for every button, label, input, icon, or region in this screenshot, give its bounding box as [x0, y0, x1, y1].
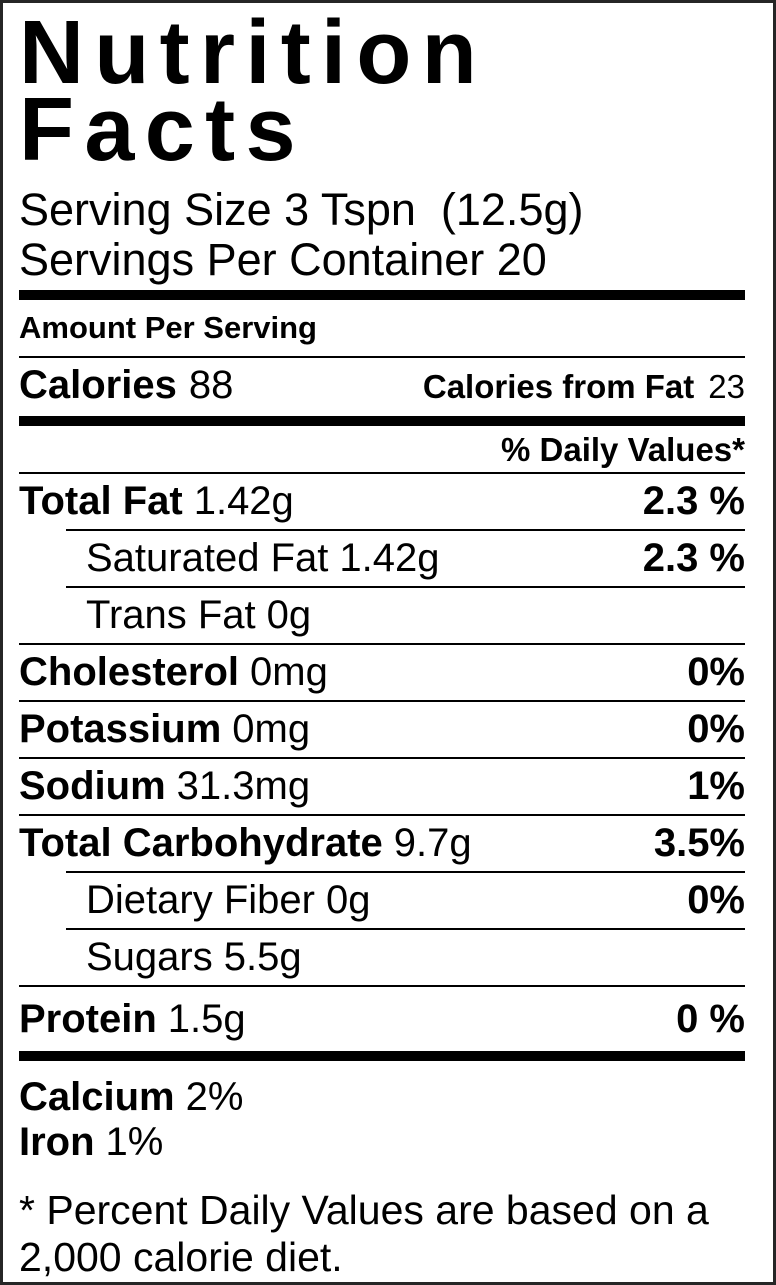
nutrient-label: Total Carbohydrate	[19, 821, 383, 865]
nutrient-amount: 0g	[266, 593, 312, 637]
nutrient-daily-value: 2.3 %	[642, 536, 745, 580]
nutrient-daily-value: 2.3 %	[642, 479, 745, 523]
nutrient-amount: 1.42g	[193, 479, 294, 523]
nutrient-amount: 0g	[325, 878, 371, 922]
nutrient-left: Dietary Fiber 0g	[66, 878, 370, 923]
mineral-value: 2%	[185, 1075, 244, 1119]
nutrient-amount: 9.7g	[393, 821, 472, 865]
calories-from-fat: Calories from Fat 23	[423, 362, 745, 412]
daily-value-footnote: * Percent Daily Values are based on a 2,…	[19, 1187, 721, 1280]
nutrient-amount: 1.5g	[167, 996, 246, 1041]
nutrient-daily-value: 0 %	[676, 996, 745, 1041]
nutrient-amount: 31.3mg	[176, 764, 311, 808]
calories-from-fat-value: 23	[708, 368, 745, 405]
label-title-line2: Facts	[19, 80, 306, 180]
nutrient-label: Protein	[19, 996, 157, 1041]
nutrient-amount: 1.42g	[339, 536, 440, 580]
nutrient-left: Trans Fat 0g	[66, 593, 311, 638]
mineral-label: Iron	[19, 1120, 95, 1164]
nutrient-left: Total Fat 1.42g	[19, 479, 294, 524]
nutrient-label: Sodium	[19, 764, 166, 808]
nutrient-daily-value: 0%	[687, 650, 745, 694]
mineral-label: Calcium	[19, 1075, 175, 1119]
minerals-section: Calcium 2% Iron 1%	[19, 1075, 745, 1165]
nutrient-row-sugars: Sugars 5.5g	[66, 928, 745, 985]
nutrient-left: Saturated Fat 1.42g	[66, 536, 439, 581]
amount-per-serving-header: Amount Per Serving	[19, 300, 745, 356]
nutrient-left: Sodium 31.3mg	[19, 764, 310, 809]
label-title-line1: Nutrition	[19, 3, 488, 103]
nutrient-left: Total Carbohydrate 9.7g	[19, 821, 472, 866]
nutrient-label: Sugars	[86, 935, 213, 979]
nutrient-left: Protein 1.5g	[19, 997, 246, 1042]
calories-row: Calories 88 Calories from Fat 23	[19, 356, 745, 416]
nutrient-row-total-fat: Total Fat 1.42g 2.3 %	[19, 472, 745, 529]
nutrient-daily-value: 0%	[687, 707, 745, 751]
calories-value: 88	[188, 363, 234, 407]
nutrient-label: Dietary Fiber	[86, 878, 315, 922]
nutrient-row-total-carbohydrate: Total Carbohydrate 9.7g 3.5%	[19, 814, 745, 871]
thick-separator-bar	[19, 416, 745, 426]
nutrient-row-cholesterol: Cholesterol 0mg 0%	[19, 643, 745, 700]
nutrient-row-saturated-fat: Saturated Fat 1.42g 2.3 %	[66, 529, 745, 586]
calories-left: Calories 88	[19, 360, 233, 410]
nutrient-label: Trans Fat	[86, 593, 256, 637]
thick-separator-bar	[19, 290, 745, 300]
nutrient-row-sodium: Sodium 31.3mg 1%	[19, 757, 745, 814]
nutrient-daily-value: 3.5%	[653, 821, 745, 865]
nutrient-row-protein: Protein 1.5g 0 %	[19, 985, 745, 1051]
nutrient-row-dietary-fiber: Dietary Fiber 0g 0%	[66, 871, 745, 928]
nutrient-daily-value: 1%	[687, 764, 745, 808]
nutrient-daily-value: 0%	[687, 878, 745, 922]
calories-label: Calories	[19, 363, 177, 407]
nutrient-left: Cholesterol 0mg	[19, 650, 328, 695]
daily-values-header: % Daily Values*	[501, 431, 745, 468]
nutrient-label: Saturated Fat	[86, 536, 329, 580]
mineral-row-iron: Iron 1%	[19, 1120, 745, 1165]
nutrient-label: Total Fat	[19, 479, 183, 523]
thick-separator-bar	[19, 1051, 745, 1061]
servings-per-container-line: Servings Per Container 20	[19, 234, 547, 285]
nutrient-left: Potassium 0mg	[19, 707, 310, 752]
calories-from-fat-label: Calories from Fat	[422, 368, 695, 405]
mineral-value: 1%	[105, 1120, 164, 1164]
serving-info: Serving Size 3 Tspn (12.5g) Servings Per…	[19, 185, 745, 285]
label-title: Nutrition Facts	[19, 3, 745, 180]
nutrient-row-trans-fat: Trans Fat 0g	[66, 586, 745, 643]
nutrient-left: Sugars 5.5g	[66, 935, 302, 980]
amount-per-serving-label: Amount Per Serving	[19, 310, 317, 345]
serving-size-line: Serving Size 3 Tspn (12.5g)	[19, 184, 584, 235]
nutrient-label: Potassium	[19, 707, 222, 751]
nutrient-row-potassium: Potassium 0mg 0%	[19, 700, 745, 757]
nutrient-amount: 5.5g	[223, 935, 302, 979]
nutrient-amount: 0mg	[232, 707, 311, 751]
nutrient-amount: 0mg	[250, 650, 328, 694]
nutrient-label: Cholesterol	[19, 650, 240, 694]
mineral-row-calcium: Calcium 2%	[19, 1075, 745, 1120]
